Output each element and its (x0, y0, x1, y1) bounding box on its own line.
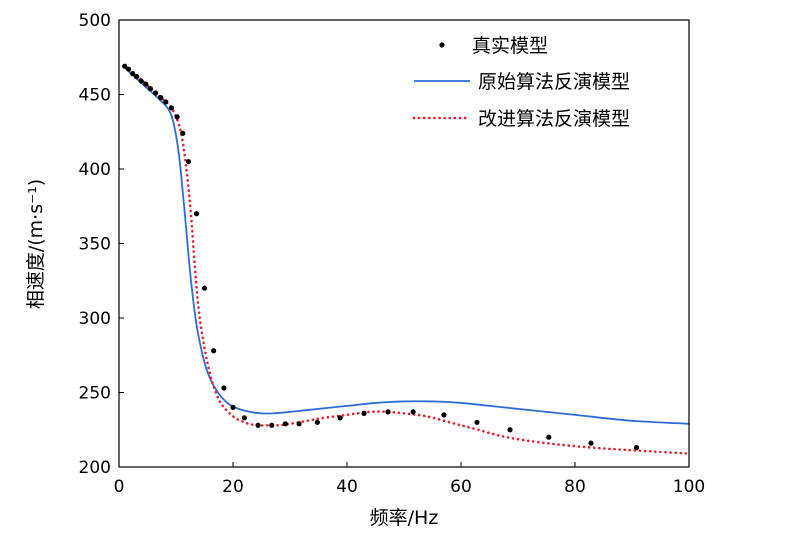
x-axis-title: 频率/Hz (370, 507, 439, 529)
true-model-point (385, 409, 391, 415)
true-model-point (211, 348, 217, 354)
true-model-point (180, 130, 186, 136)
legend-label-true-model: 真实模型 (472, 35, 548, 57)
true-model-point (337, 415, 343, 421)
true-model-point (130, 71, 136, 77)
y-tick-label: 400 (79, 160, 111, 180)
true-model-point (633, 445, 640, 451)
true-model-point (201, 285, 208, 291)
true-model-point (174, 114, 180, 120)
x-tick-label: 80 (564, 477, 586, 497)
legend-marker-true-model (439, 42, 445, 48)
x-tick-label: 100 (673, 477, 705, 497)
true-model-point (314, 419, 320, 425)
true-model-point (241, 415, 247, 421)
true-model-point (158, 94, 164, 101)
true-model-point (147, 85, 153, 92)
true-model-point (296, 421, 302, 427)
true-model-point (168, 105, 175, 111)
true-model-point (138, 78, 144, 84)
true-model-point (361, 410, 367, 416)
y-tick-label: 450 (79, 86, 111, 106)
true-model-point (474, 419, 480, 425)
true-model-point (230, 404, 236, 410)
true-model-point (269, 422, 275, 428)
x-axis: 0 20 40 60 80 100 (114, 462, 705, 497)
y-tick-label: 200 (79, 458, 111, 478)
legend-label-improved-inversion: 改进算法反演模型 (478, 108, 630, 130)
x-tick-label: 40 (336, 477, 358, 497)
true-model-point (122, 63, 128, 69)
legend: 真实模型 原始算法反演模型 改进算法反演模型 (412, 35, 630, 130)
true-model-point (134, 74, 140, 80)
plot-series (122, 63, 691, 455)
x-tick-label: 20 (222, 477, 244, 497)
true-model-point (126, 66, 132, 72)
true-model-point (441, 412, 447, 418)
y-tick-label: 250 (79, 384, 111, 404)
true-model-point (282, 421, 289, 427)
true-model-point (507, 427, 513, 433)
y-axis-title: 相速度/(m·s⁻¹) (25, 179, 47, 309)
true-model-point (143, 81, 149, 87)
y-tick-label: 350 (79, 235, 111, 255)
y-axis: 200 250 300 350 400 450 500 (79, 11, 124, 478)
true-model-point (221, 385, 227, 391)
y-tick-label: 300 (79, 309, 111, 329)
true-model-point (152, 90, 159, 96)
true-model-point (185, 158, 192, 165)
true-model-point (255, 422, 261, 428)
legend-label-original-inversion: 原始算法反演模型 (478, 71, 630, 93)
series-improved-inversion-line (123, 64, 691, 455)
x-tick-label: 0 (114, 477, 125, 497)
true-model-point (410, 409, 416, 415)
true-model-point (546, 434, 552, 440)
true-model-point (193, 211, 200, 217)
series-original-inversion-line (124, 67, 690, 425)
x-tick-label: 60 (450, 477, 472, 497)
true-model-point (588, 440, 594, 446)
y-tick-label: 500 (79, 11, 111, 31)
true-model-point (163, 99, 169, 105)
